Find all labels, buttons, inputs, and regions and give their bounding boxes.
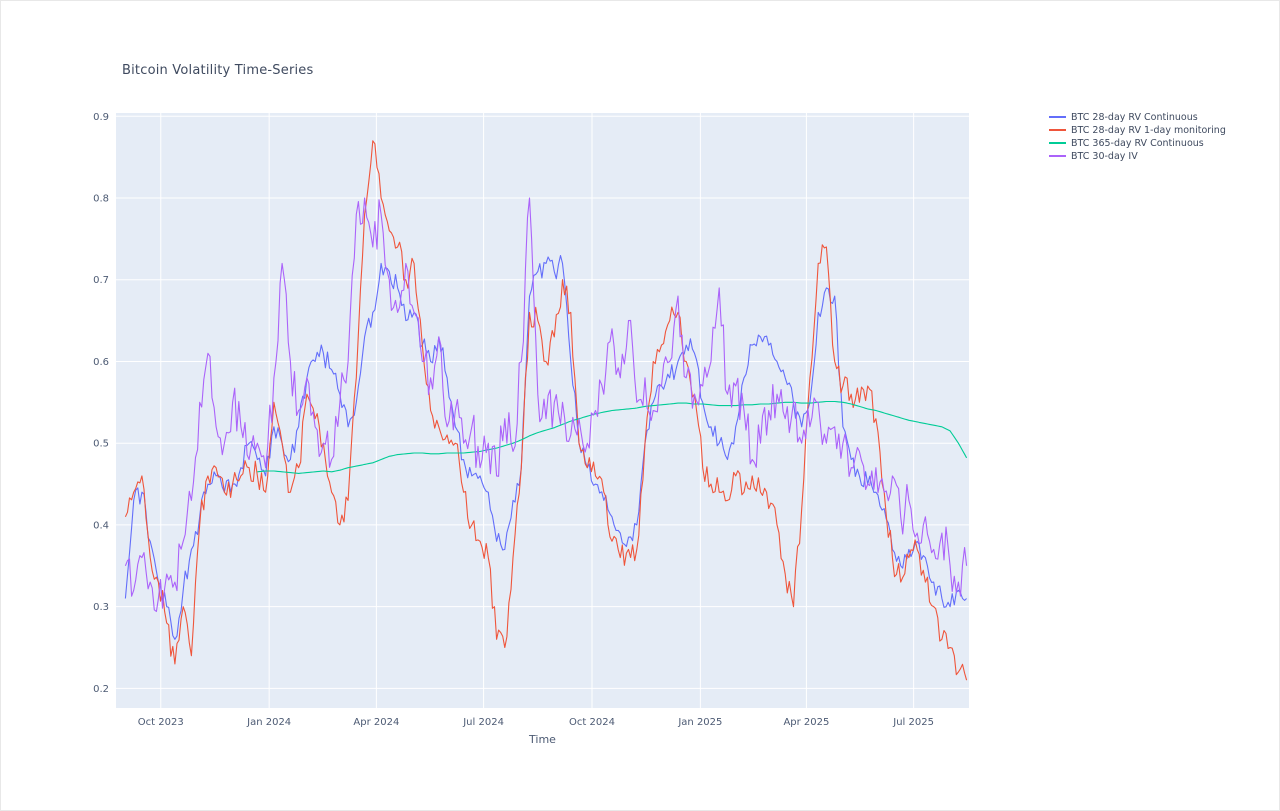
legend-item-2[interactable]: BTC 28-day RV 1-day monitoring (1049, 124, 1226, 136)
x-axis-title: Time (529, 733, 556, 746)
series-line-btc-28-day-rv-continuous (124, 254, 967, 640)
x-tick-label: Oct 2023 (138, 717, 184, 728)
legend-line-swatch (1049, 155, 1066, 157)
legend-item-4[interactable]: BTC 30-day IV (1049, 150, 1226, 162)
y-tick-label: 0.7 (93, 275, 109, 286)
legend-label: BTC 28-day RV 1-day monitoring (1071, 124, 1226, 136)
series-line-btc-28-day-rv-1-day-monitoring (124, 140, 968, 681)
x-tick-label: Jul 2025 (892, 717, 934, 728)
y-tick-label: 0.6 (93, 357, 109, 368)
legend: BTC 28-day RV Continuous BTC 28-day RV 1-… (1049, 111, 1226, 162)
legend-item-1[interactable]: BTC 28-day RV Continuous (1049, 111, 1226, 123)
y-tick-label: 0.8 (93, 194, 109, 205)
y-tick-label: 0.9 (93, 112, 109, 123)
legend-item-3[interactable]: BTC 365-day RV Continuous (1049, 137, 1226, 149)
x-tick-label: Jan 2024 (246, 717, 291, 728)
y-tick-label: 0.3 (93, 602, 109, 613)
y-tick-label: 0.5 (93, 439, 109, 450)
legend-label: BTC 28-day RV Continuous (1071, 111, 1198, 123)
series-line-btc-30-day-iv (124, 197, 968, 613)
legend-line-swatch (1049, 129, 1066, 131)
legend-line-swatch (1049, 142, 1066, 144)
x-tick-label: Apr 2024 (353, 717, 399, 728)
series-line-btc-365-day-rv-continuous (257, 400, 968, 474)
legend-label: BTC 365-day RV Continuous (1071, 137, 1204, 149)
chart-title: Bitcoin Volatility Time-Series (122, 63, 314, 78)
y-tick-label: 0.2 (93, 684, 109, 695)
legend-label: BTC 30-day IV (1071, 150, 1138, 162)
x-tick-label: Jan 2025 (677, 717, 722, 728)
x-tick-label: Apr 2025 (783, 717, 829, 728)
legend-line-swatch (1049, 116, 1066, 118)
x-tick-label: Jul 2024 (462, 717, 504, 728)
y-tick-label: 0.4 (93, 520, 109, 531)
x-tick-label: Oct 2024 (569, 717, 615, 728)
